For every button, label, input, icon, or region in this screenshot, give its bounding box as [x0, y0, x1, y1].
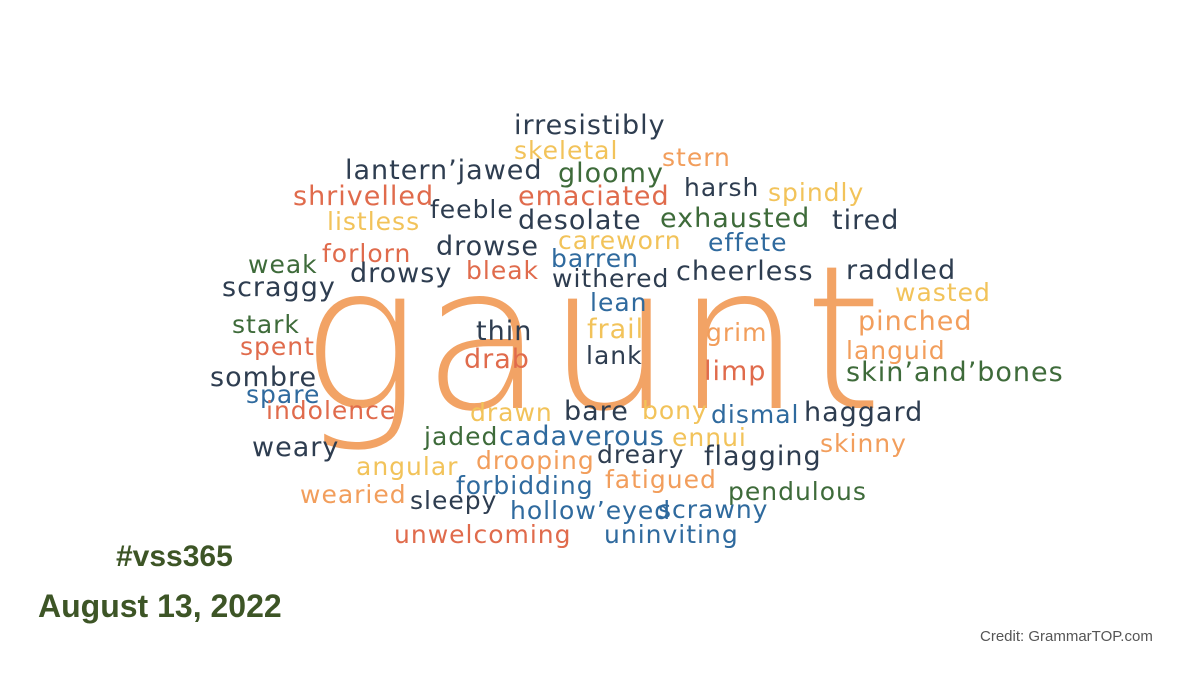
cloud-word: feeble [430, 195, 514, 224]
cloud-word: withered [552, 264, 670, 293]
cloud-word: haggard [804, 397, 924, 428]
cloud-word: exhausted [660, 203, 811, 234]
cloud-word: grim [706, 318, 768, 347]
cloud-word: spent [240, 332, 315, 361]
cloud-word: dreary [597, 440, 685, 469]
cloud-word: scrawny [658, 495, 769, 524]
cloud-word: ennui [672, 423, 747, 452]
cloud-word: languid [846, 336, 946, 365]
cloud-word: hollow’eyed [510, 496, 672, 525]
date-label: August 13, 2022 [38, 588, 282, 624]
cloud-word: lank [586, 341, 643, 370]
cloud-word: jaded [424, 422, 499, 451]
cloud-word: effete [708, 228, 788, 257]
cloud-word: raddled [846, 255, 957, 286]
cloud-word: weak [248, 250, 318, 279]
cloud-word: skinny [820, 429, 907, 458]
cloud-word: sleepy [410, 486, 498, 515]
cloud-word: lean [590, 288, 648, 317]
cloud-word: cadaverous [499, 421, 665, 452]
cloud-word: indolence [266, 396, 397, 425]
cloud-word: dismal [711, 400, 800, 429]
cloud-word: wearied [300, 480, 407, 509]
cloud-word: forlorn [322, 239, 412, 268]
cloud-word: drawn [470, 398, 553, 427]
cloud-word: skeletal [514, 136, 619, 165]
cloud-word: fatigued [605, 465, 717, 494]
cloud-word: cheerless [676, 256, 814, 287]
cloud-word: angular [356, 452, 459, 481]
cloud-word: listless [327, 207, 421, 236]
cloud-word: emaciated [518, 181, 670, 212]
cloud-word: drowse [436, 231, 539, 262]
cloud-word: drab [464, 344, 530, 375]
cloud-word: desolate [518, 205, 642, 236]
cloud-word: thin [476, 316, 533, 347]
credit-label: Credit: GrammarTOP.com [980, 628, 1153, 645]
cloud-word: lantern’jawed [345, 155, 543, 186]
cloud-word: limp [704, 356, 767, 387]
hashtag: #vss365 [116, 540, 233, 573]
cloud-word: frail [587, 314, 645, 345]
cloud-word: sombre [210, 362, 318, 393]
cloud-word: pinched [858, 306, 973, 337]
hero-word: gaunt [300, 223, 885, 456]
cloud-word: tired [832, 205, 900, 236]
cloud-word: drooping [476, 446, 595, 475]
cloud-word: spindly [768, 178, 865, 207]
cloud-word: flagging [704, 441, 822, 472]
cloud-word: pendulous [728, 477, 867, 506]
cloud-word: irresistibly [514, 110, 666, 141]
cloud-word: bare [564, 396, 629, 427]
cloud-word: bleak [466, 256, 539, 285]
cloud-word: wasted [895, 278, 991, 307]
cloud-word: drowsy [350, 258, 453, 289]
cloud-word: shrivelled [293, 181, 435, 212]
cloud-word: scraggy [222, 272, 336, 303]
cloud-word: stern [662, 143, 731, 172]
cloud-word: barren [551, 244, 639, 273]
cloud-word: forbidding [456, 471, 594, 500]
cloud-word: unwelcoming [394, 520, 572, 549]
cloud-word: gloomy [558, 158, 664, 189]
cloud-word: careworn [558, 226, 682, 255]
cloud-word: spare [246, 380, 321, 409]
cloud-word: harsh [684, 173, 760, 202]
cloud-word: uninviting [604, 520, 739, 549]
cloud-word: weary [252, 432, 340, 463]
cloud-word: bony [642, 396, 708, 425]
cloud-word: stark [232, 310, 300, 339]
cloud-word: skin’and’bones [846, 357, 1064, 388]
